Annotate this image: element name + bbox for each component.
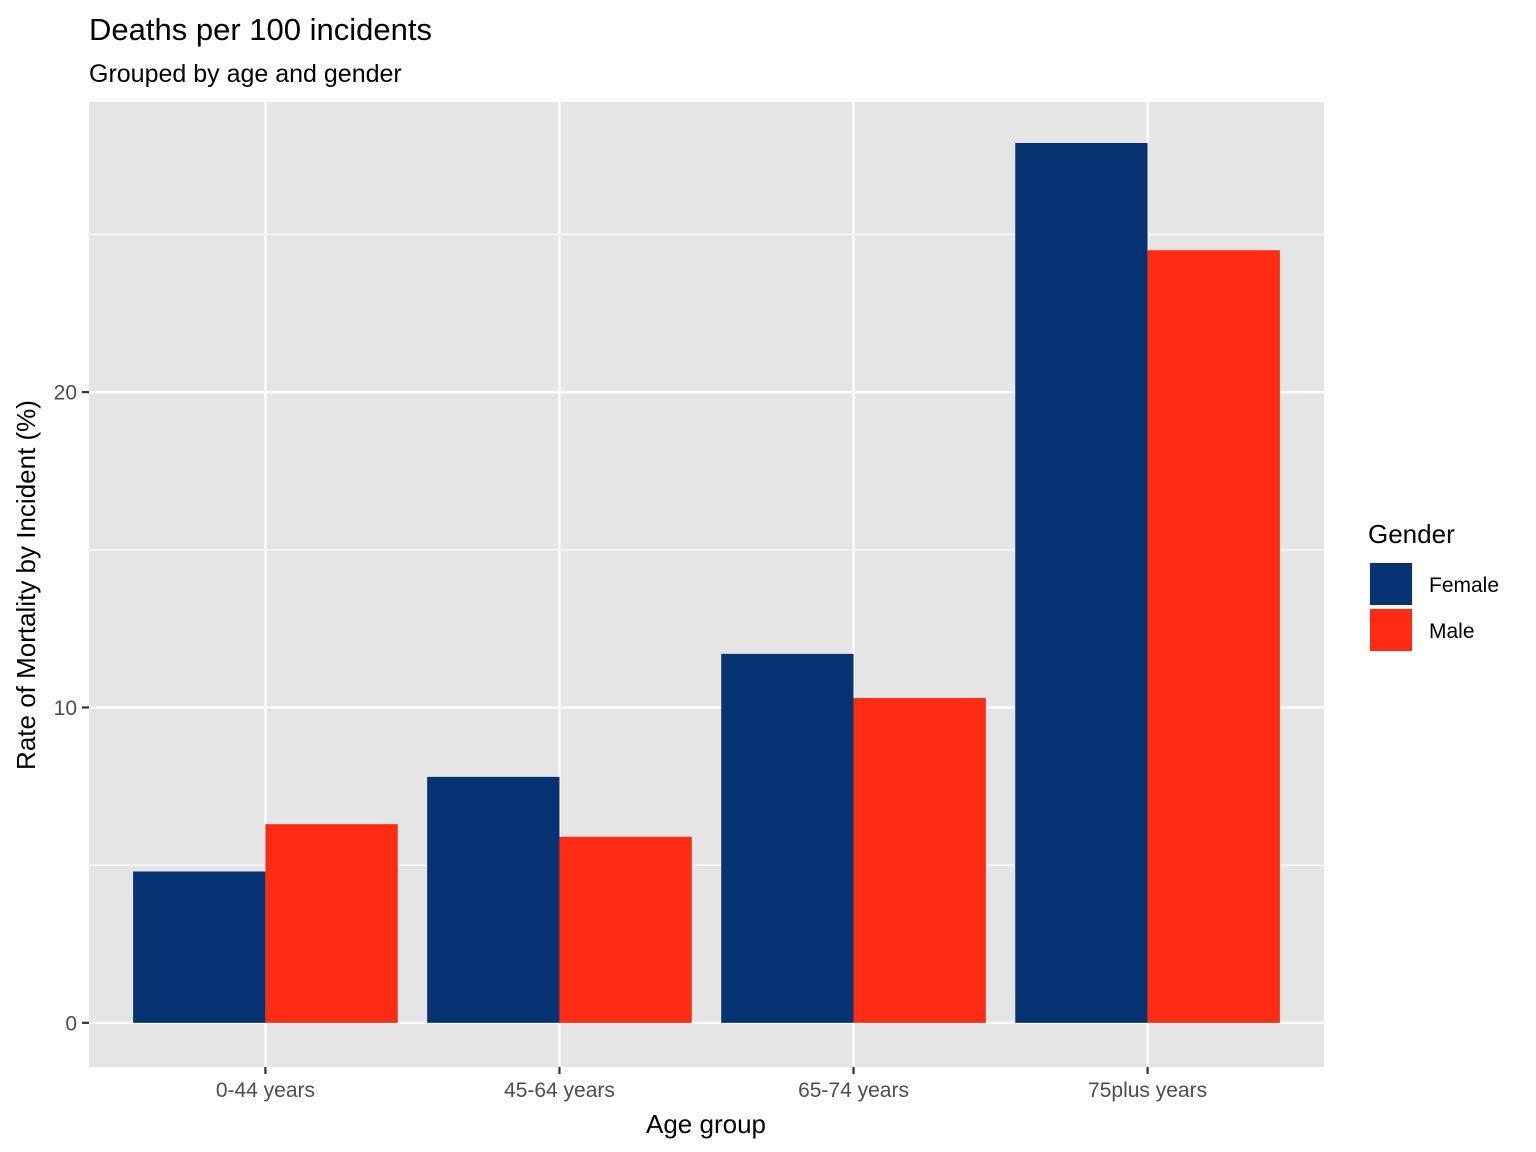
bar-male-3: [853, 698, 986, 1023]
bar-male-4: [1147, 250, 1280, 1023]
legend-key-female: [1370, 563, 1412, 605]
legend-label-male: Male: [1429, 620, 1475, 643]
x-tick-label: 45-64 years: [504, 1079, 615, 1102]
chart-subtitle: Grouped by age and gender: [89, 60, 402, 88]
legend-key-male: [1370, 609, 1412, 651]
y-axis-title: Rate of Mortality by Incident (%): [11, 400, 41, 770]
x-axis: 0-44 years 45-64 years 65-74 years 75plus y…: [216, 1067, 1207, 1102]
x-axis-title: Age group: [646, 1109, 766, 1139]
x-tick-label: 65-74 years: [798, 1079, 909, 1102]
bar-female-4: [1015, 142, 1148, 1023]
chart-title: Deaths per 100 incidents: [89, 12, 432, 47]
bar-female-2: [427, 776, 560, 1023]
bar-female-3: [721, 653, 854, 1023]
y-tick-label: 20: [54, 382, 77, 405]
y-tick-label: 10: [54, 697, 77, 720]
y-axis: 0 10 20: [54, 382, 89, 1035]
y-tick-label: 0: [65, 1012, 77, 1035]
x-tick-label: 75plus years: [1088, 1079, 1207, 1102]
bar-female-1: [133, 871, 266, 1023]
bars: [133, 142, 1280, 1023]
x-tick-label: 0-44 years: [216, 1079, 315, 1102]
bar-male-2: [559, 836, 692, 1023]
bar-male-1: [265, 824, 398, 1023]
legend: Gender Female Male: [1368, 519, 1499, 652]
legend-label-female: Female: [1429, 574, 1499, 597]
legend-title: Gender: [1368, 519, 1455, 549]
